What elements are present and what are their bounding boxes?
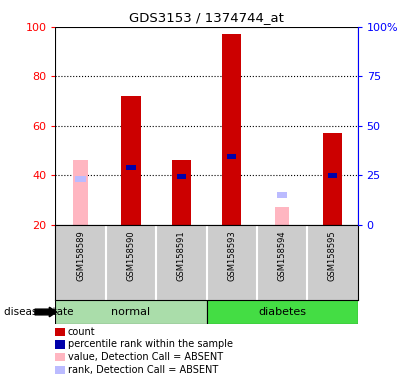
Bar xyxy=(126,166,136,170)
FancyBboxPatch shape xyxy=(206,300,358,324)
Bar xyxy=(75,176,86,182)
Text: GSM158593: GSM158593 xyxy=(227,231,236,281)
Text: value, Detection Call = ABSENT: value, Detection Call = ABSENT xyxy=(68,352,223,362)
Text: diabetes: diabetes xyxy=(258,307,306,317)
Text: count: count xyxy=(68,327,95,337)
Bar xyxy=(277,192,287,198)
Bar xyxy=(227,154,236,159)
Text: GSM158589: GSM158589 xyxy=(76,231,85,281)
Bar xyxy=(55,27,358,225)
Text: percentile rank within the sample: percentile rank within the sample xyxy=(68,339,233,349)
FancyBboxPatch shape xyxy=(55,300,206,324)
Bar xyxy=(222,34,241,225)
Bar xyxy=(328,173,337,178)
Bar xyxy=(172,161,191,225)
Text: GSM158591: GSM158591 xyxy=(177,231,186,281)
Text: GSM158594: GSM158594 xyxy=(277,231,286,281)
Text: GSM158595: GSM158595 xyxy=(328,231,337,281)
Bar xyxy=(74,161,88,225)
Bar xyxy=(323,133,342,225)
Text: disease state: disease state xyxy=(4,307,74,317)
Title: GDS3153 / 1374744_at: GDS3153 / 1374744_at xyxy=(129,11,284,24)
Text: rank, Detection Call = ABSENT: rank, Detection Call = ABSENT xyxy=(68,365,218,375)
Bar xyxy=(177,174,186,179)
Bar xyxy=(275,207,289,225)
Bar xyxy=(121,96,141,225)
Text: normal: normal xyxy=(111,307,150,317)
Text: GSM158590: GSM158590 xyxy=(127,231,136,281)
